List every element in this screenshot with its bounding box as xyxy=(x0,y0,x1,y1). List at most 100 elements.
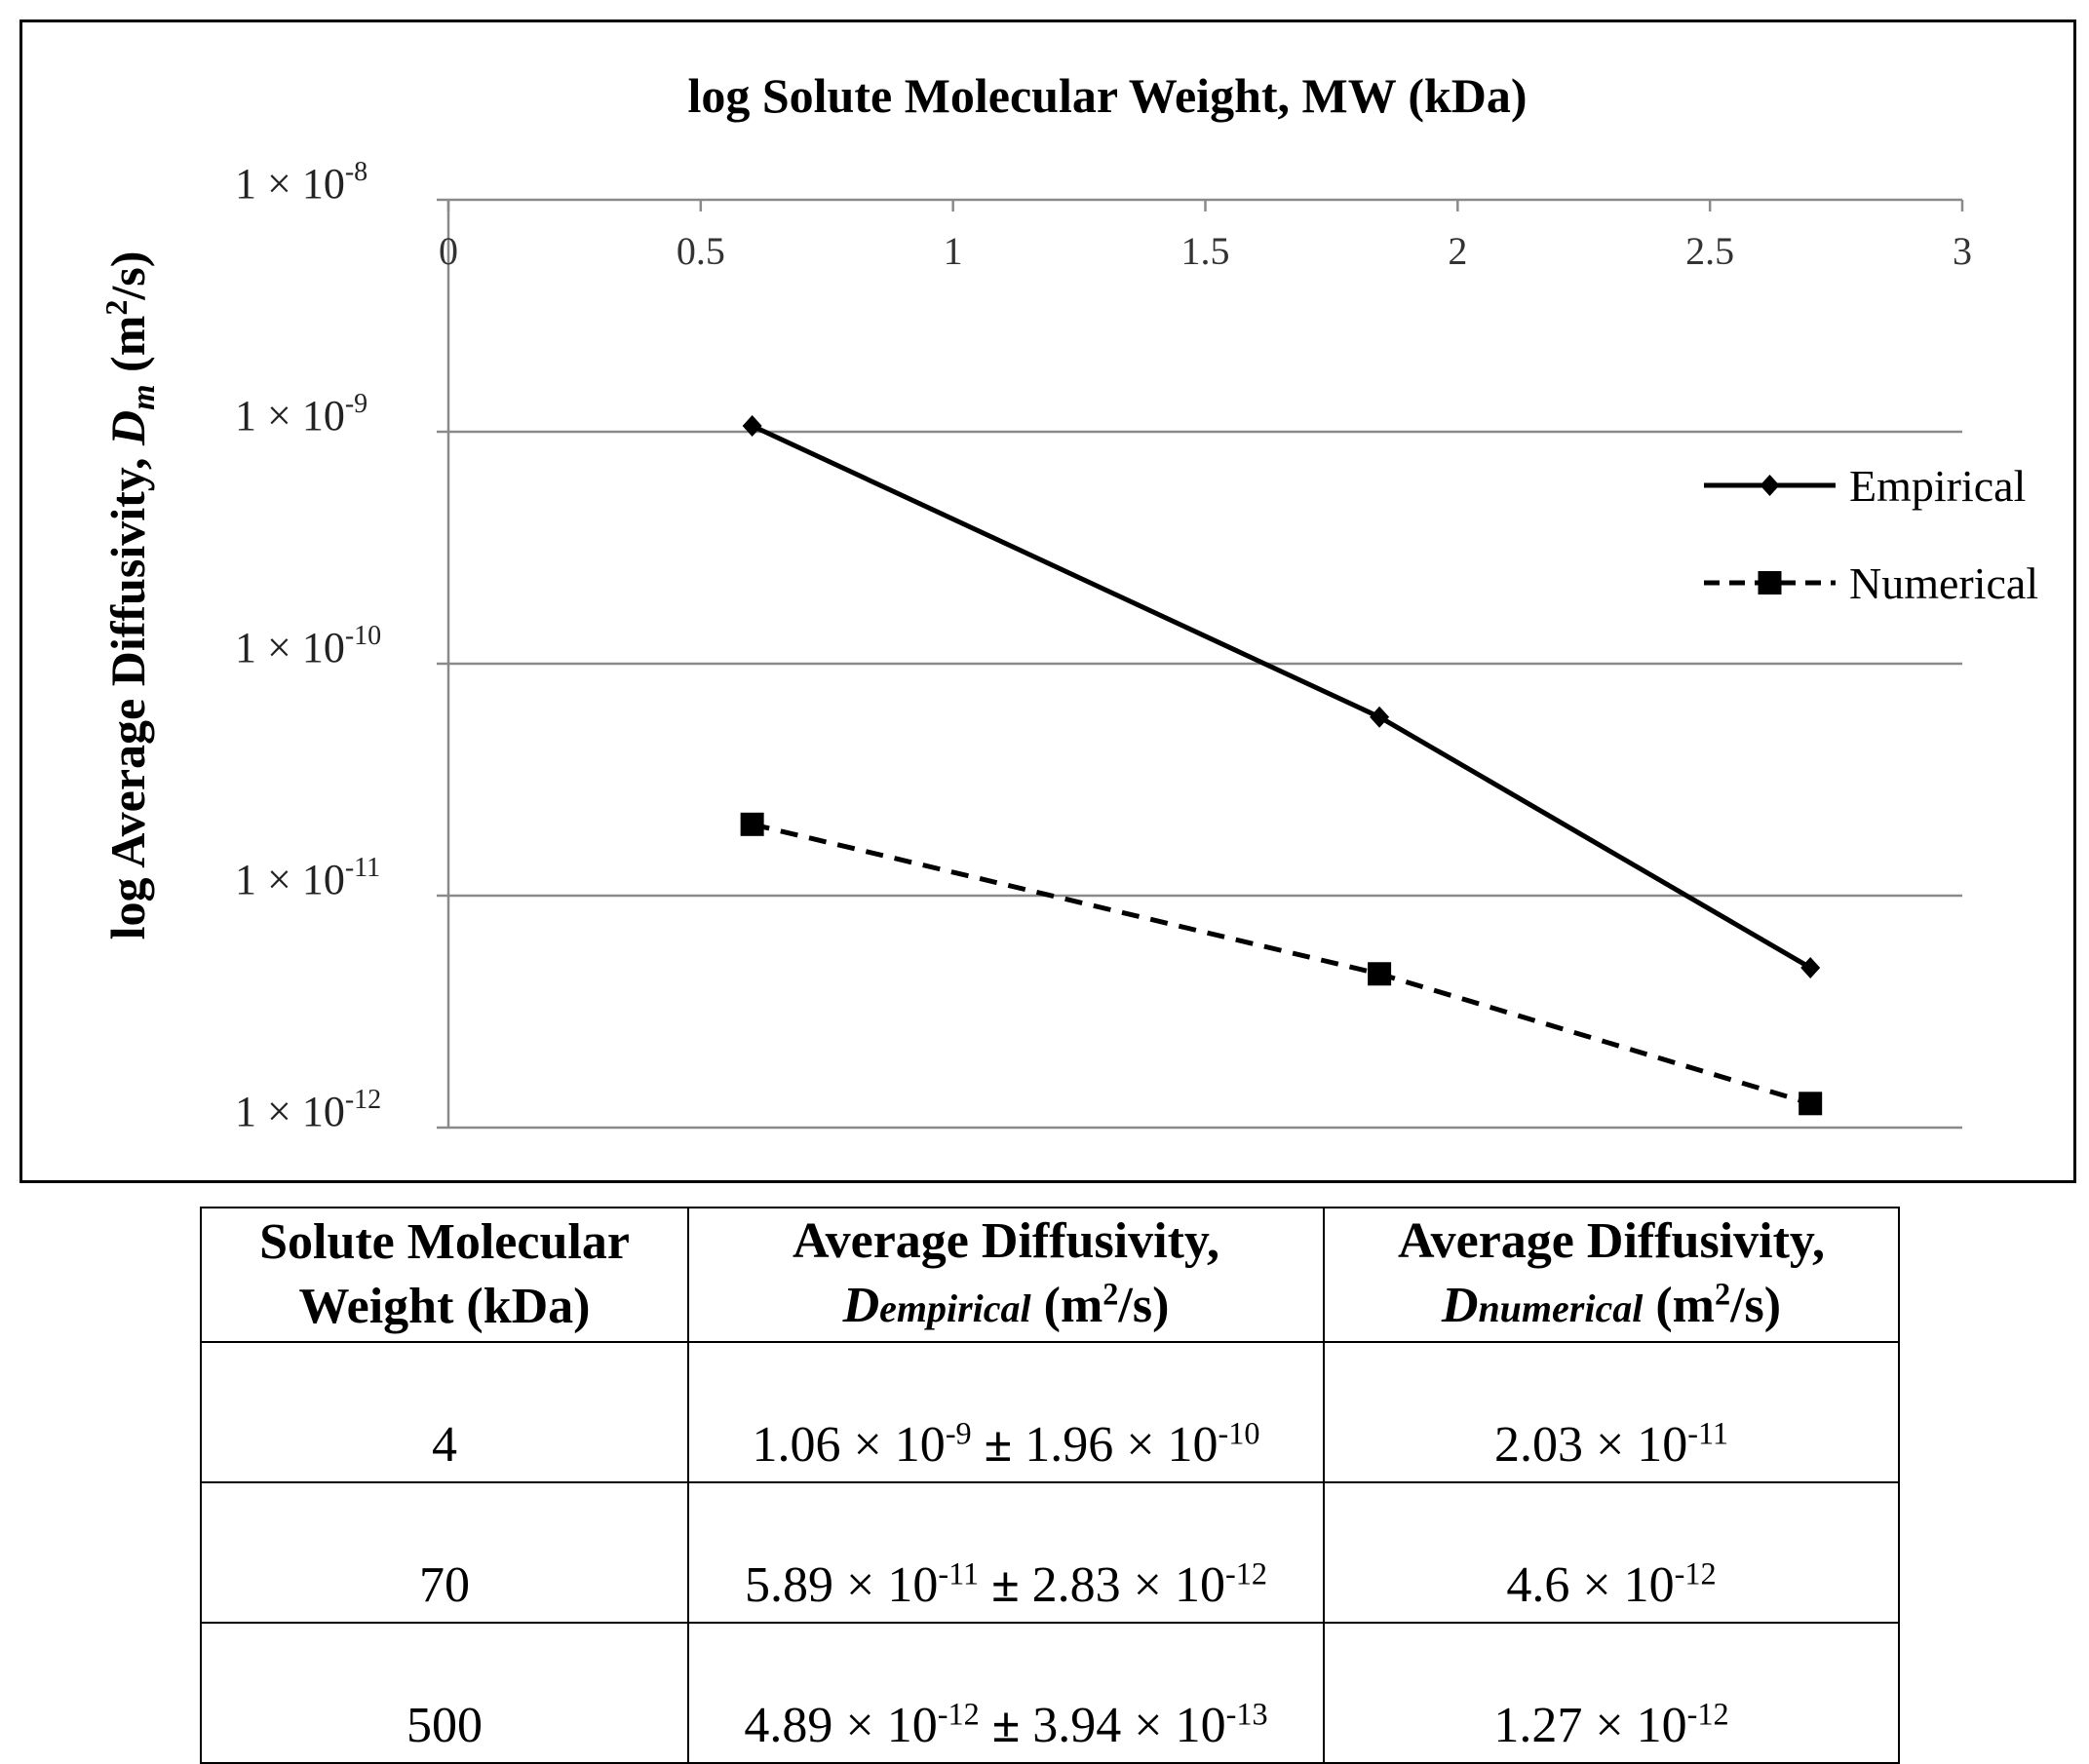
legend-label-numerical: Numerical xyxy=(1849,558,2038,608)
y-tick-label: 1 × 10-11 xyxy=(235,853,380,903)
chart-frame: log Solute Molecular Weight, MW (kDa) lo… xyxy=(19,19,2076,1183)
y-axis-label-var: D xyxy=(100,410,155,446)
table-row: 70 5.89 × 10-11 ± 2.83 × 10-12 4.6 × 10-… xyxy=(200,1481,1900,1624)
data-point-empirical xyxy=(742,414,762,437)
header-mw: Solute Molecular Weight (kDa) xyxy=(200,1207,689,1343)
y-tick-exp: -12 xyxy=(345,1085,381,1115)
cell-empirical-exp: -12 xyxy=(937,1696,980,1732)
header-numerical-line1: Average Diffusivity, xyxy=(1397,1212,1826,1269)
x-tick-label: 2 xyxy=(1448,229,1467,273)
cell-empirical: 4.89 × 10-12 ± 3.94 × 10-13 xyxy=(687,1622,1325,1764)
legend-marker-numerical xyxy=(1758,571,1782,594)
x-tick-label: 0 xyxy=(439,229,458,273)
y-tick-exp: -11 xyxy=(345,853,380,883)
series-line-empirical xyxy=(751,423,1812,971)
header-numerical-unit-close: /s) xyxy=(1730,1277,1782,1333)
y-axis-label-var-sub: m xyxy=(126,384,162,409)
header-empirical-line1: Average Diffusivity, xyxy=(792,1212,1220,1269)
data-point-empirical xyxy=(1370,706,1390,728)
cell-empirical-mantissa: 4.89 × 10 xyxy=(744,1698,938,1753)
cell-empirical-exp: -11 xyxy=(938,1555,980,1591)
cell-numerical: 1.27 × 10-12 xyxy=(1323,1622,1900,1764)
grid-lines xyxy=(437,198,1962,1130)
cell-numerical-mantissa: 4.6 × 10 xyxy=(1506,1557,1675,1613)
x-tick-label: 3 xyxy=(1953,229,1972,273)
cell-error-exp: -10 xyxy=(1218,1415,1260,1451)
cell-error-mantissa: 3.94 × 10 xyxy=(1032,1698,1226,1753)
cell-empirical: 1.06 × 10-9 ± 1.96 × 10-10 xyxy=(687,1341,1325,1483)
cell-error-exp: -13 xyxy=(1225,1696,1268,1732)
cell-error-exp: -12 xyxy=(1225,1555,1267,1591)
chart-svg: log Solute Molecular Weight, MW (kDa) lo… xyxy=(98,68,2038,1135)
data-point-empirical xyxy=(1800,956,1821,978)
header-numerical-unit-open: (m xyxy=(1643,1277,1715,1333)
data-point-numerical xyxy=(740,812,764,836)
table-header-row: Solute Molecular Weight (kDa) Average Di… xyxy=(200,1207,1900,1343)
cell-error-mantissa: 2.83 × 10 xyxy=(1031,1557,1225,1613)
y-tick-exp: -9 xyxy=(345,389,368,419)
y-axis-label-unit-close: /s) xyxy=(100,251,155,301)
x-tick-label: 0.5 xyxy=(677,229,725,273)
header-mw-line2: Weight (kDa) xyxy=(298,1279,591,1334)
cell-empirical-mantissa: 5.89 × 10 xyxy=(745,1557,939,1613)
plus-minus: ± xyxy=(979,1698,1033,1753)
y-axis-label-prefix: log Average Diffusivity, xyxy=(100,445,155,940)
y-tick-exp: -10 xyxy=(345,621,381,651)
cell-numerical-exp: -11 xyxy=(1687,1415,1729,1451)
y-tick-label: 1 × 10-10 xyxy=(235,621,381,671)
y-axis-label-unit-open: (m xyxy=(100,316,155,385)
header-empirical-var: D xyxy=(842,1277,880,1333)
legend-marker-empirical xyxy=(1760,475,1780,496)
legend: Empirical Numerical xyxy=(1704,461,2038,608)
y-axis-label-unit-exp: 2 xyxy=(98,300,134,316)
y-tick-base: 1 × 10 xyxy=(235,1088,345,1135)
header-numerical: Average Diffusivity, Dnumerical (m2/s) xyxy=(1323,1207,1900,1343)
y-tick-base: 1 × 10 xyxy=(235,160,345,208)
header-numerical-unit-exp: 2 xyxy=(1714,1275,1731,1311)
header-numerical-sub: numerical xyxy=(1478,1285,1644,1330)
axes: 1 × 10-81 × 10-91 × 10-101 × 10-111 × 10… xyxy=(235,157,1972,1135)
cell-numerical: 2.03 × 10-11 xyxy=(1323,1341,1900,1483)
data-point-numerical xyxy=(1368,962,1392,986)
y-tick-exp: -8 xyxy=(345,157,368,187)
header-empirical-unit-close: /s) xyxy=(1118,1277,1170,1333)
cell-empirical-exp: -9 xyxy=(945,1415,972,1451)
header-numerical-var: D xyxy=(1441,1277,1479,1333)
cell-empirical-mantissa: 1.06 × 10 xyxy=(752,1417,946,1473)
header-empirical-sub: empirical xyxy=(879,1285,1031,1330)
x-tick-label: 2.5 xyxy=(1685,229,1734,273)
x-tick-label: 1.5 xyxy=(1181,229,1230,273)
cell-numerical: 4.6 × 10-12 xyxy=(1323,1481,1900,1624)
cell-numerical-mantissa: 1.27 × 10 xyxy=(1493,1698,1687,1753)
x-tick-label: 1 xyxy=(944,229,963,273)
legend-label-empirical: Empirical xyxy=(1849,461,2026,511)
data-point-numerical xyxy=(1799,1092,1823,1116)
table-row: 500 4.89 × 10-12 ± 3.94 × 10-13 1.27 × 1… xyxy=(200,1622,1900,1764)
header-empirical-unit-exp: 2 xyxy=(1103,1275,1119,1311)
cell-mw: 70 xyxy=(200,1481,689,1624)
y-tick-base: 1 × 10 xyxy=(235,624,345,671)
y-tick-label: 1 × 10-12 xyxy=(235,1085,381,1135)
y-tick-base: 1 × 10 xyxy=(235,392,345,440)
series-line-numerical xyxy=(752,822,1811,1106)
header-empirical: Average Diffusivity, Dempirical (m2/s) xyxy=(687,1207,1325,1343)
cell-empirical: 5.89 × 10-11 ± 2.83 × 10-12 xyxy=(687,1481,1325,1624)
cell-mw: 4 xyxy=(200,1341,689,1483)
series xyxy=(740,414,1823,1116)
chart-title: log Solute Molecular Weight, MW (kDa) xyxy=(687,68,1527,123)
y-axis-label: log Average Diffusivity, Dm (m2/s) xyxy=(98,251,162,940)
y-tick-label: 1 × 10-9 xyxy=(235,389,368,440)
cell-numerical-exp: -12 xyxy=(1686,1696,1729,1732)
table-row: 4 1.06 × 10-9 ± 1.96 × 10-10 2.03 × 10-1… xyxy=(200,1341,1900,1483)
cell-numerical-mantissa: 2.03 × 10 xyxy=(1493,1417,1688,1473)
y-tick-base: 1 × 10 xyxy=(235,856,345,903)
plus-minus: ± xyxy=(971,1417,1025,1473)
header-empirical-unit-open: (m xyxy=(1030,1277,1103,1333)
header-mw-line1: Solute Molecular xyxy=(259,1214,630,1270)
cell-numerical-exp: -12 xyxy=(1674,1555,1717,1591)
svg-text:log Average Diffusivity, Dm (m: log Average Diffusivity, Dm (m2/s) xyxy=(98,251,162,940)
y-tick-label: 1 × 10-8 xyxy=(235,157,368,208)
plus-minus: ± xyxy=(979,1557,1032,1613)
data-table: Solute Molecular Weight (kDa) Average Di… xyxy=(200,1207,1900,1764)
cell-error-mantissa: 1.96 × 10 xyxy=(1025,1417,1219,1473)
